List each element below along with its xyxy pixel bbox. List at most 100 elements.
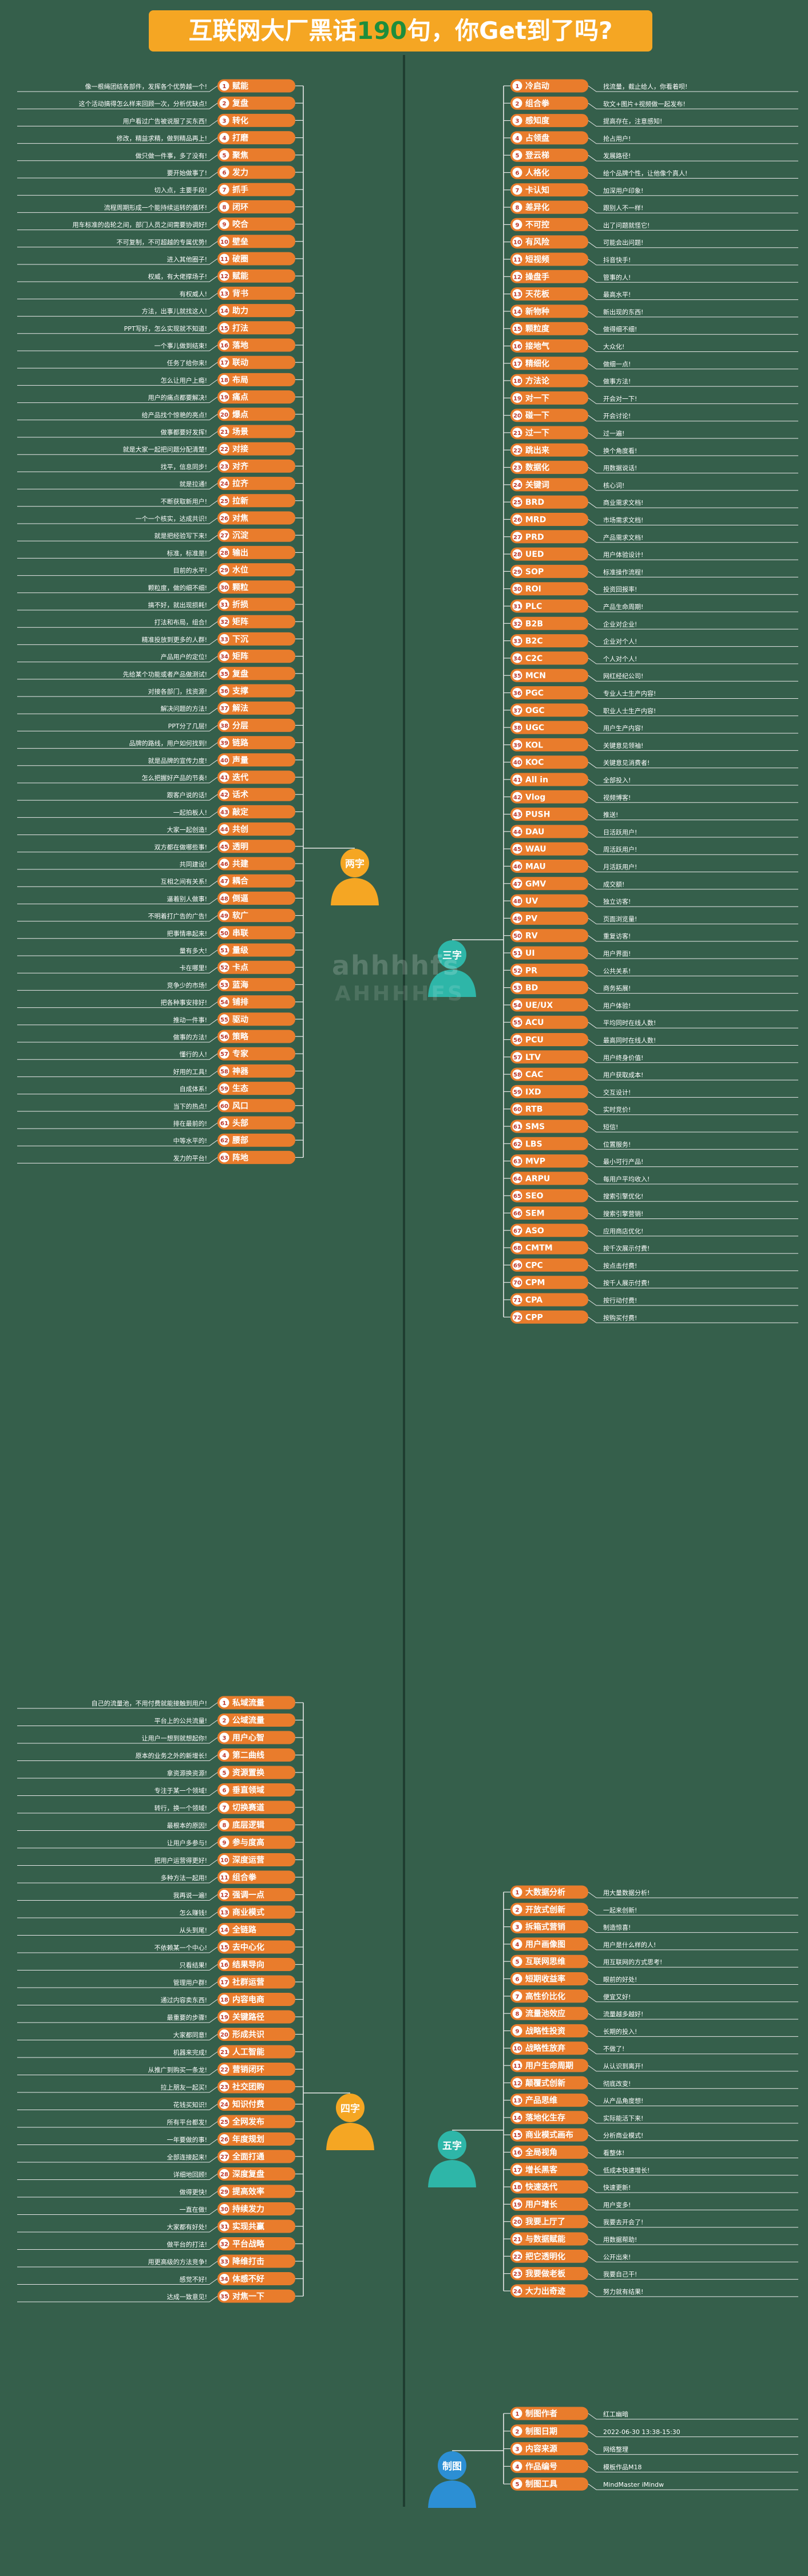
desc-underline xyxy=(17,707,218,714)
desc-underline xyxy=(588,883,798,890)
topic-pill xyxy=(510,1206,588,1220)
desc-underline xyxy=(17,2278,218,2285)
number-badge xyxy=(219,1925,229,1934)
topic-term: 体感不好 xyxy=(232,2274,264,2284)
topic-term: 神器 xyxy=(232,1066,249,1076)
desc-underline xyxy=(588,2117,798,2124)
topic-term: PCU xyxy=(525,1036,544,1045)
topic-number: 58 xyxy=(220,1069,228,1075)
topic-description: 好用的工具! xyxy=(173,1067,207,1075)
topic-pill xyxy=(510,2094,588,2107)
topic-node: 18 布局 怎么让用户上瘾! xyxy=(17,373,303,386)
topic-number: 33 xyxy=(220,636,228,643)
topic-number: 23 xyxy=(513,465,521,472)
desc-underline xyxy=(17,155,218,161)
desc-underline xyxy=(17,759,218,766)
number-badge xyxy=(512,1922,522,1932)
topic-term: 接地气 xyxy=(525,342,549,351)
topic-node: 32 矩阵 打法和布局，组合! xyxy=(17,615,303,628)
topic-description: 视频博客! xyxy=(603,793,631,801)
desc-underline xyxy=(588,415,798,422)
topic-number: 23 xyxy=(513,2272,521,2278)
credits-figure: 制图 xyxy=(428,2451,476,2508)
topic-pill xyxy=(510,235,588,249)
topic-pill xyxy=(217,736,295,750)
topic-number: 15 xyxy=(513,326,521,333)
topic-node: 1 赋能 像一根绳团结各部件，发挥各个优势越一个! xyxy=(17,79,303,93)
topic-node: 28 UED 用户体验设计! xyxy=(504,547,798,561)
topic-term: UGC xyxy=(525,723,544,733)
topic-description: 拿资源换资源! xyxy=(167,1769,207,1777)
topic-node: 9 不可控 出了问题就怪它! xyxy=(504,217,798,231)
topic-term: 新物种 xyxy=(525,307,549,316)
topic-number: 19 xyxy=(513,395,521,402)
topic-number: 34 xyxy=(220,654,228,660)
topic-pill xyxy=(217,2202,295,2215)
topic-number: 7 xyxy=(223,187,227,193)
topic-node: 4 打磨 修改，精益求精，做到精品再上! xyxy=(17,131,303,145)
topic-term: UED xyxy=(525,550,544,559)
topic-pill xyxy=(217,1975,295,1989)
desc-underline xyxy=(17,172,218,179)
topic-description: 搜索引擎优化! xyxy=(603,1192,643,1200)
topic-term: 量级 xyxy=(232,945,249,955)
number-badge xyxy=(219,1066,229,1076)
desc-underline xyxy=(588,1004,798,1011)
topic-pill xyxy=(217,269,295,283)
topic-number: 23 xyxy=(220,464,228,470)
topic-number: 20 xyxy=(220,2032,228,2039)
number-badge xyxy=(512,1121,522,1131)
desc-underline xyxy=(17,2121,218,2128)
topic-term: 强调一点 xyxy=(232,1890,264,1900)
number-badge xyxy=(512,306,522,316)
desc-underline xyxy=(17,2104,218,2110)
topic-pill xyxy=(217,165,295,179)
topic-pill xyxy=(217,1958,295,1971)
topic-term: 流量池效应 xyxy=(525,2009,565,2019)
topic-node: 41 All in 全部投入! xyxy=(504,773,798,786)
topic-pill xyxy=(510,287,588,301)
desc-underline xyxy=(17,310,218,317)
topic-description: 不断获取新用户! xyxy=(161,497,207,505)
topic-description: 网红经纪公司! xyxy=(603,672,643,680)
topic-node: 61 SMS 短信! xyxy=(504,1119,798,1133)
topic-description: 一年要做的事! xyxy=(167,2136,207,2144)
topic-number: 9 xyxy=(516,222,520,228)
topic-term: 咬合 xyxy=(232,220,249,229)
topic-node: 13 产品思维 从产品角度想! xyxy=(504,2094,798,2107)
topic-number: 21 xyxy=(513,430,521,437)
topic-node: 5 制图工具 MindMaster iMindw xyxy=(504,2477,798,2491)
number-badge xyxy=(219,1697,229,1708)
number-badge xyxy=(512,739,522,750)
topic-node: 25 全网发布 所有平台都发! xyxy=(17,2115,303,2128)
desc-underline xyxy=(588,1892,798,1898)
topic-description: 解决问题的方法! xyxy=(161,705,207,713)
number-badge xyxy=(512,133,522,143)
topic-term: 私域流量 xyxy=(232,1698,264,1708)
desc-underline xyxy=(17,552,218,559)
topic-number: 62 xyxy=(220,1138,228,1144)
topic-number: 37 xyxy=(220,706,228,712)
topic-number: 21 xyxy=(513,2237,521,2243)
topic-description: 精准投放到更多的人群! xyxy=(142,635,207,643)
number-badge xyxy=(219,2064,229,2074)
topic-description: 搜索引擎营销! xyxy=(603,1210,643,1218)
topic-node: 27 PRD 产品需求文档! xyxy=(504,530,798,544)
topic-number: 19 xyxy=(220,2015,228,2021)
topic-term: 关键词 xyxy=(525,480,549,490)
topic-node: 20 形成共识 大家都同意! xyxy=(17,2028,303,2041)
topic-description: 把用户运营得更好! xyxy=(155,1857,207,1865)
topic-pill xyxy=(217,667,295,680)
number-badge xyxy=(512,1138,522,1149)
number-badge xyxy=(512,618,522,628)
topic-node: 24 大力出奇迹 努力就有结果! xyxy=(504,2284,798,2298)
topic-number: 66 xyxy=(513,1211,521,1217)
number-badge xyxy=(219,1152,229,1162)
desc-underline xyxy=(588,328,798,335)
topic-term: 颗粒度 xyxy=(525,324,550,334)
topic-term: 全链路 xyxy=(232,1925,257,1935)
desc-underline xyxy=(17,949,218,956)
number-badge xyxy=(219,2169,229,2179)
topic-number: 30 xyxy=(220,2207,228,2213)
number-badge xyxy=(219,720,229,730)
